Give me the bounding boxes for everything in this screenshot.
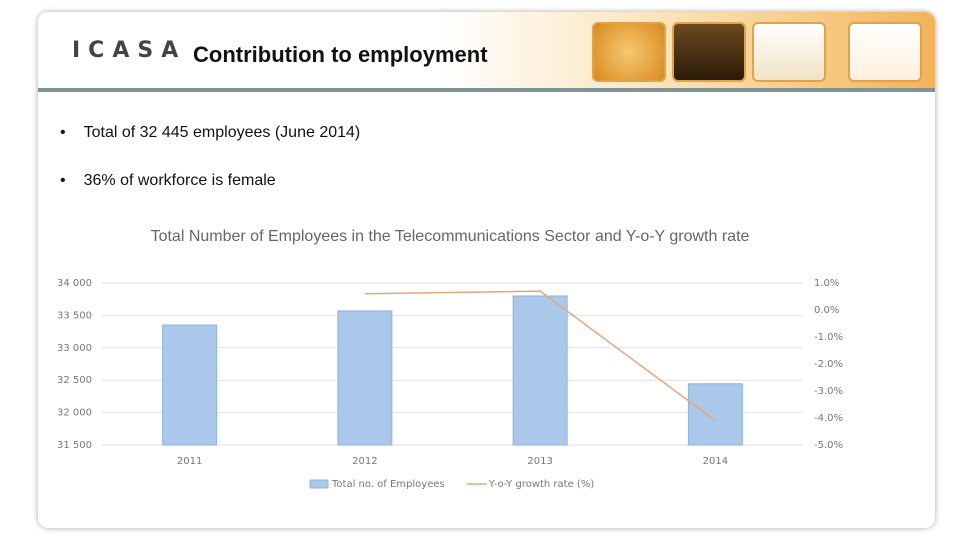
header: ICASA Contribution to employment (38, 12, 935, 92)
bar (162, 324, 218, 446)
y2-tick-label: -2.0% (814, 359, 843, 370)
bar (512, 295, 568, 446)
y-tick-label: 33 500 (57, 310, 92, 321)
y-tick-label: 31 500 (57, 440, 92, 451)
bar (687, 383, 743, 446)
legend-label: Y-o-Y growth rate (%) (488, 479, 595, 490)
y2-tick-label: -5.0% (814, 440, 843, 451)
y2-tick-label: 0.0% (814, 305, 839, 316)
legend-label: Total no. of Employees (331, 479, 445, 490)
icon (592, 22, 666, 82)
icon (672, 22, 746, 82)
chart-title: Total Number of Employees in the Telecom… (150, 228, 750, 245)
icon (752, 22, 826, 82)
x-tick-label: 2013 (527, 456, 552, 467)
y-tick-label: 33 000 (57, 343, 92, 354)
y-tick-label: 32 500 (57, 375, 92, 386)
line (364, 290, 716, 422)
icon (848, 22, 922, 82)
y2-tick-label: 1.0% (814, 278, 839, 289)
x-tick-label: 2011 (177, 456, 202, 467)
slide-title: Contribution to employment (193, 42, 488, 67)
x-tick-label: 2012 (352, 456, 377, 467)
y2-tick-label: -1.0% (814, 332, 843, 343)
x-tick-label: 2014 (703, 456, 728, 467)
bar (337, 310, 393, 446)
bullet: Total of 32 445 employees (June 2014) (60, 124, 361, 142)
logo: ICASA (72, 38, 187, 63)
y-tick-label: 32 000 (57, 408, 92, 419)
y2-tick-label: -4.0% (814, 413, 843, 424)
y2-tick-label: -3.0% (814, 386, 843, 397)
bullet: 36% of workforce is female (60, 172, 276, 190)
legend-swatch (309, 479, 329, 489)
y-tick-label: 34 000 (57, 278, 92, 289)
